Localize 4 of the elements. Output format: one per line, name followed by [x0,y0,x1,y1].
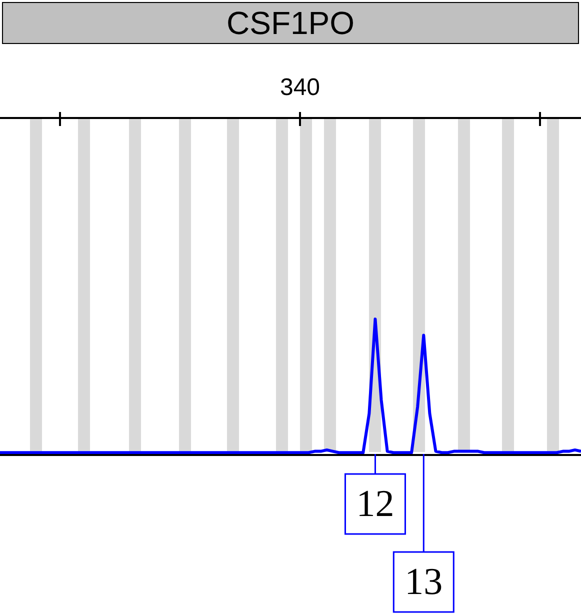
text: 12 [356,482,394,525]
text: 340 [278,74,322,102]
chart-title: CSF1PO [2,2,579,44]
text: 13 [404,560,443,603]
